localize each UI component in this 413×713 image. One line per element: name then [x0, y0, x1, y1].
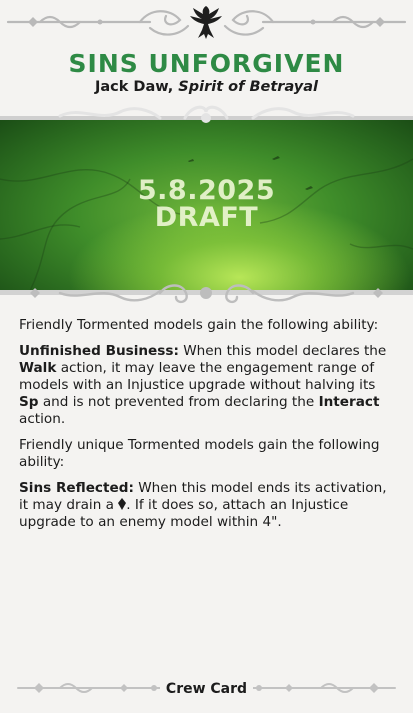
card-type-text: Crew Card [159, 681, 254, 697]
ability-name: Sins Reflected: [19, 480, 134, 496]
crew-title: SINS UNFORGIVEN [68, 49, 345, 78]
crew-subtitle: Jack Daw, Spirit of Betrayal [0, 79, 413, 95]
top-scroll-ornament [6, 6, 407, 39]
raven-emblem-icon [190, 6, 222, 39]
ability-text: and is not prevented from declaring the [38, 394, 319, 410]
rules-intro-1: Friendly Tormented models gain the follo… [19, 317, 379, 333]
draft-status: DRAFT [154, 202, 259, 233]
draft-date: 5.8.2025 [137, 175, 276, 206]
keyword-walk: Walk [19, 360, 57, 376]
rules-text: Friendly Tormented models gain the follo… [19, 317, 399, 540]
ability-unfinished-business: Unfinished Business: When this model dec… [19, 343, 399, 428]
ability-text: When this model declares the [178, 343, 387, 359]
ability-name: Unfinished Business: [19, 343, 179, 359]
leader-epithet: Spirit of Betrayal [178, 79, 319, 95]
ability-text: . If it does so, attach an Injustice upg… [19, 497, 349, 530]
ability-text: When this model ends its activation, it … [19, 480, 387, 513]
keyword-sp: Sp [19, 394, 39, 410]
lower-art-ornament [0, 284, 413, 304]
footer-ornament [17, 683, 396, 693]
ability-text: action, it may leave the engagement rang… [19, 360, 376, 393]
art-branches-decoration [0, 156, 413, 291]
upper-art-ornament [0, 105, 413, 123]
card-art: 5.8.2025 DRAFT [0, 119, 413, 291]
keyword-interact: Interact [318, 394, 380, 410]
ability-text: action. [19, 411, 66, 427]
rules-intro-2: Friendly unique Tormented models gain th… [19, 437, 380, 470]
card-type-label: Crew Card [0, 681, 413, 697]
card-header: SINS UNFORGIVEN Jack Daw, Spirit of Betr… [0, 0, 413, 118]
soulstone-icon [118, 498, 127, 510]
draft-watermark: 5.8.2025 DRAFT [0, 177, 413, 231]
ability-sins-reflected: Sins Reflected: When this model ends its… [19, 480, 399, 531]
leader-name: Jack Daw, [94, 79, 179, 95]
